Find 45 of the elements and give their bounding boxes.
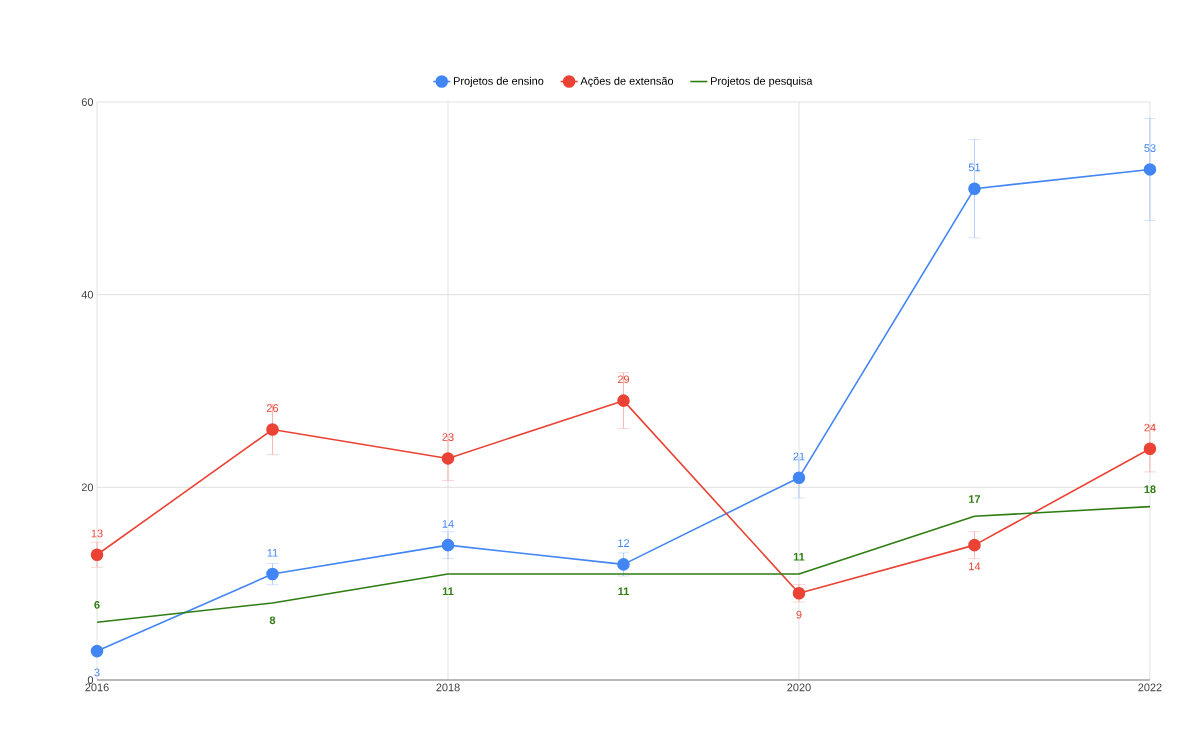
data-label: 11 [793,553,805,561]
point [90,548,104,562]
data-label: 26 [266,404,279,413]
data-label: 9 [796,610,802,619]
data-label: 14 [969,562,981,571]
data-label: 12 [618,539,630,547]
x-tick-label: 2022 [1138,683,1162,692]
data-label: 53 [1144,144,1156,152]
legend-label: Ações de extensão [580,76,674,88]
point [441,452,455,465]
point [968,182,981,195]
point [441,538,455,552]
data-label: 11 [267,549,278,557]
y-tick-label: 60 [81,98,94,106]
point [1143,442,1157,456]
data-label: 29 [617,375,630,384]
data-label: 6 [94,600,100,609]
y-tick-label: 40 [81,290,94,299]
x-tick-label: 2020 [787,683,811,692]
data-label: 21 [793,452,805,461]
data-label: 24 [1144,423,1156,432]
point [1143,163,1157,176]
point [968,538,981,552]
point [266,423,279,436]
y-tick-label: 0 [87,676,94,684]
legend-label: Projetos de ensino [453,76,544,88]
point [266,567,279,581]
y-tick-label: 20 [81,483,94,492]
point [617,558,630,571]
data-label: 13 [91,529,103,538]
point [617,394,630,407]
point [90,644,104,658]
data-label: 11 [442,587,454,596]
point [792,471,806,484]
x-tick-label: 2016 [85,683,109,692]
legend-label: Projetos de pesquisa [711,76,813,88]
data-label: 51 [968,163,981,172]
data-label: 23 [442,433,454,441]
data-label: 17 [969,495,981,503]
x-tick-label: 2018 [436,683,460,692]
data-label: 18 [1144,485,1156,494]
data-label: 3 [94,668,100,677]
data-label: 8 [269,616,276,625]
data-label: 11 [618,587,629,596]
data-label: 14 [442,520,454,528]
